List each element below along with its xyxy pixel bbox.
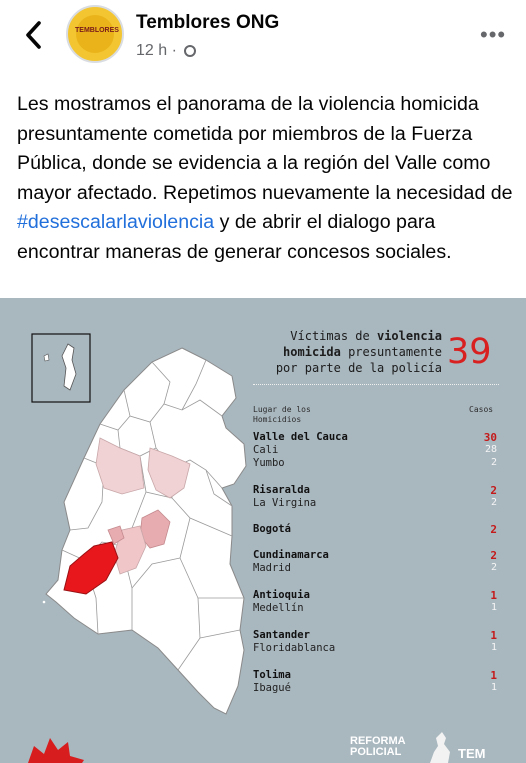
city-row-madrid-count: 2 (490, 562, 497, 573)
infographic-image[interactable]: Víctimas de violencia homicida presuntam… (0, 298, 526, 763)
post-header: TEMBLORES Temblores ONG 12 h · ••• (0, 0, 526, 80)
title-line1-bold: violencia (376, 329, 442, 343)
city-row-floridablanca-name: Floridablanca (253, 642, 336, 654)
region-row-cundinamarca-count: 2 (490, 549, 497, 562)
title-line1-pre: Víctimas de (290, 329, 377, 343)
reforma-logo-line1: REFORMA (350, 735, 406, 747)
city-row-lavirgina-count: 2 (490, 497, 497, 508)
region-antioquia (95, 437, 145, 495)
islands-inset-shape (61, 343, 77, 391)
avatar-logo (76, 15, 114, 53)
avatar[interactable]: TEMBLORES (66, 5, 124, 63)
reforma-policial-logo: REFORMA POLICIAL (350, 736, 406, 758)
post-text: Les mostramos el panorama de la violenci… (17, 90, 517, 267)
region-row-valle-name: Valle del Cauca (253, 431, 348, 443)
city-row-yumbo-name: Yumbo (253, 457, 285, 469)
region-risaralda (107, 525, 125, 545)
islands-inset-box (31, 333, 91, 403)
region-row-bogota-name: Bogotá (253, 523, 291, 535)
region-valle-del-cauca (63, 541, 119, 595)
post-time[interactable]: 12 h (136, 42, 168, 59)
city-row-yumbo-count: 2 (490, 457, 497, 468)
column-header-place: Lugar de los Homicidios (253, 405, 311, 424)
avatar-text: TEMBLORES (75, 27, 119, 34)
more-horizontal-icon[interactable]: ••• (480, 22, 507, 47)
hashtag-link[interactable]: #desescalarlaviolencia (17, 211, 215, 233)
city-row-medellin-name: Medellín (253, 602, 304, 614)
colombia-map (28, 333, 247, 763)
region-row-antioquia-name: Antioquia (253, 589, 310, 601)
city-row-lavirgina-name: La Virgina (253, 497, 317, 509)
temblores-red-burst-logo (28, 738, 84, 763)
city-row-ibague-name: Ibagué (253, 682, 291, 694)
region-row-tolima-count: 1 (490, 669, 497, 682)
city-row-ibague-count: 1 (490, 682, 497, 693)
globe-icon (184, 45, 197, 57)
city-row-cali-count: 28 (484, 444, 497, 455)
region-row-cundinamarca-name: Cundinamarca (253, 549, 329, 561)
infographic-title: Víctimas de violencia homicida presuntam… (252, 328, 442, 376)
column-header-cases: Casos (469, 405, 494, 414)
region-row-risaralda-name: Risaralda (253, 484, 310, 496)
city-row-madrid-name: Madrid (253, 562, 291, 574)
post-meta: 12 h · (136, 42, 197, 60)
region-row-antioquia-count: 1 (490, 589, 497, 602)
chevron-left-icon[interactable] (20, 18, 48, 52)
city-row-floridablanca-count: 1 (490, 642, 497, 653)
reforma-logo-line2: POLICIAL (350, 746, 402, 758)
islands-inset-small (43, 353, 50, 362)
page-name[interactable]: Temblores ONG (136, 12, 280, 33)
region-row-valle-count: 30 (483, 431, 497, 444)
coast-island (42, 600, 46, 604)
region-row-santander-count: 1 (490, 629, 497, 642)
region-santander (147, 447, 191, 499)
title-line2-bold: homicida (283, 345, 341, 359)
meta-separator: · (171, 42, 177, 59)
region-row-santander-name: Santander (253, 629, 310, 641)
post-text-after: y de abrir el dialogo para encontrar man… (17, 211, 452, 263)
title-line3: por parte de la policía (275, 361, 442, 375)
region-row-tolima-name: Tolima (253, 669, 291, 681)
tem-logo: TEM (458, 746, 486, 761)
city-row-cali-name: Cali (253, 444, 279, 456)
figure-silhouette-icon (430, 732, 450, 763)
post-text-before: Les mostramos el panorama de la violenci… (17, 93, 513, 204)
region-row-bogota-count: 2 (490, 523, 497, 536)
stats-panel: Víctimas de violencia homicida presuntam… (244, 298, 526, 763)
region-row-risaralda-count: 2 (490, 484, 497, 497)
title-line2-post: presuntamente (340, 345, 442, 359)
total-victims-count: 39 (447, 332, 492, 372)
city-row-medellin-count: 1 (490, 602, 497, 613)
title-divider (253, 384, 499, 385)
